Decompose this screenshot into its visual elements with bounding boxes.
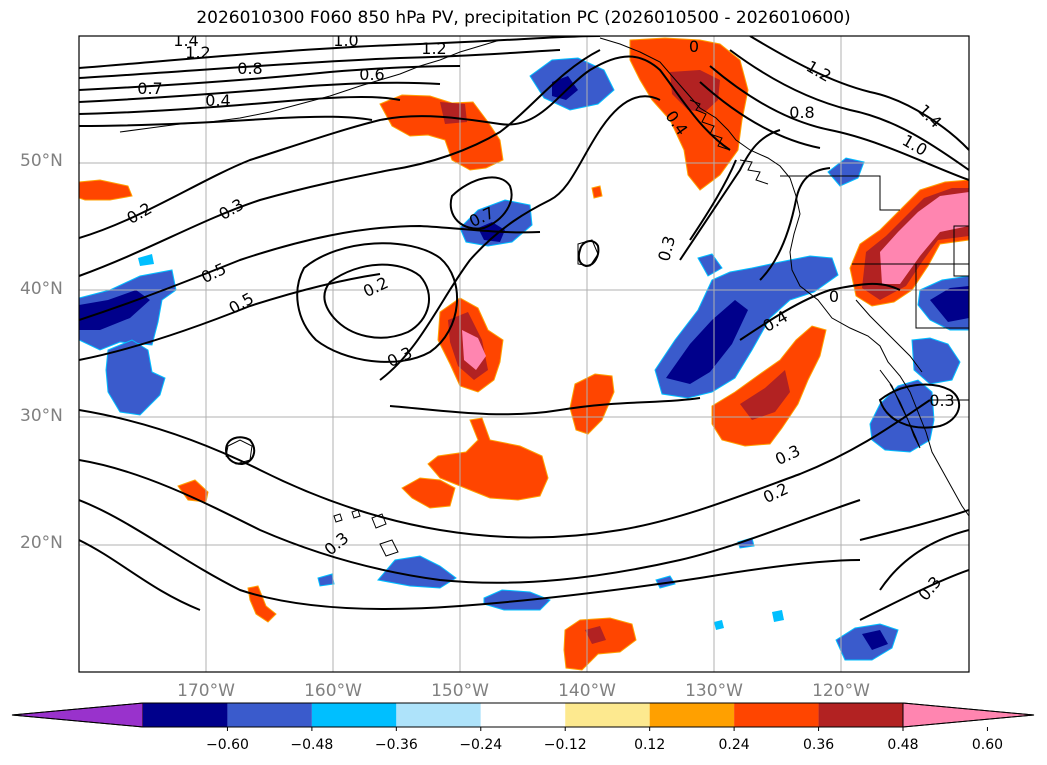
contour-label: 0.8 xyxy=(789,103,814,122)
contour-label: 1.2 xyxy=(421,39,446,58)
colorbar-tick-label: −0.60 xyxy=(205,737,249,753)
colorbar xyxy=(11,702,1035,731)
lat-label: 40°N xyxy=(20,279,63,299)
colorbar-segment xyxy=(818,703,903,727)
colorbar-extend-high xyxy=(902,702,1035,728)
colorbar-tick-label: −0.36 xyxy=(374,737,418,753)
contour-label: 0.8 xyxy=(237,59,262,78)
lon-label: 170°W xyxy=(177,681,235,701)
colorbar-outline xyxy=(11,702,1035,728)
lon-label: 140°W xyxy=(558,681,616,701)
lat-label: 50°N xyxy=(20,151,63,171)
colorbar-tick-label: 0.24 xyxy=(718,737,750,753)
gridlines xyxy=(79,36,969,672)
colorbar-segment xyxy=(480,703,566,727)
colorbar-segment xyxy=(143,703,228,727)
lon-label: 130°W xyxy=(685,681,743,701)
contour-label: 0.3 xyxy=(929,391,954,410)
contour-label: 0.4 xyxy=(205,91,230,110)
colorbar-segment xyxy=(734,703,819,727)
colorbar-segment xyxy=(649,703,735,727)
contour-label: 1.0 xyxy=(333,31,358,50)
colorbar-segment xyxy=(565,703,650,727)
colorbar-tick-label: −0.48 xyxy=(290,737,334,753)
precip-fills xyxy=(79,37,969,671)
colorbar-tick-label: 0.36 xyxy=(802,737,835,753)
contour-label: 0.7 xyxy=(137,79,162,98)
contour-label: 1.4 xyxy=(173,31,198,50)
chart-title: 2026010300 F060 850 hPa PV, precipitatio… xyxy=(196,8,851,28)
colorbar-extend-low xyxy=(11,702,144,728)
pv-contours xyxy=(79,36,969,621)
contour-label: 1.2 xyxy=(185,43,210,62)
colorbar-tick-label: 0.12 xyxy=(634,737,666,753)
lat-label: 20°N xyxy=(20,533,63,553)
colorbar-tick-label: −0.12 xyxy=(543,737,587,753)
colorbar-segment xyxy=(396,703,481,727)
colorbar-tick-label: −0.24 xyxy=(459,737,503,753)
lon-label: 160°W xyxy=(304,681,362,701)
contour-label: 0.6 xyxy=(359,65,384,84)
contour-label: 0 xyxy=(829,287,839,306)
colorbar-tick-label: 0.48 xyxy=(887,737,919,753)
lon-label: 150°W xyxy=(431,681,489,701)
map-frame xyxy=(78,35,970,673)
lat-label: 30°N xyxy=(20,406,63,426)
colorbar-segment xyxy=(227,703,312,727)
lon-label: 120°W xyxy=(812,681,870,701)
colorbar-tick-label: 0.60 xyxy=(971,737,1004,753)
contour-label: 0 xyxy=(689,37,699,56)
colorbar-segment xyxy=(311,703,397,727)
